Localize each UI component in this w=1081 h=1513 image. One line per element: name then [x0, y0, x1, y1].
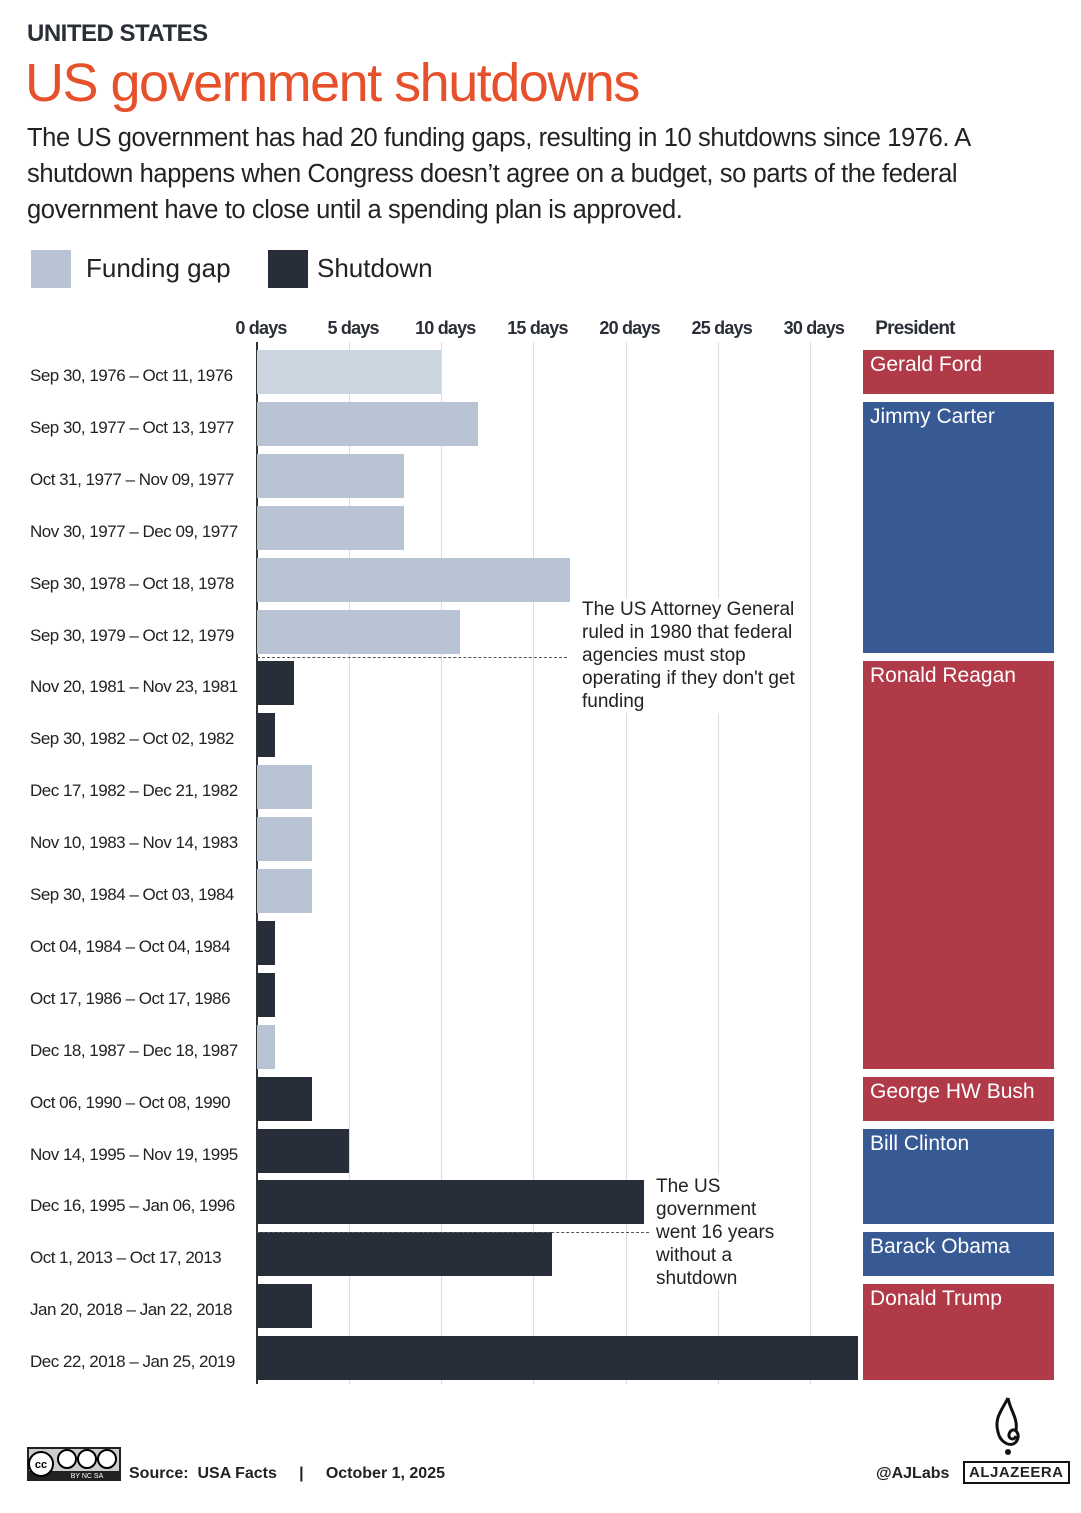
- president-block: George HW Bush: [863, 1076, 1054, 1121]
- row-label: Oct 1, 2013 – Oct 17, 2013: [30, 1248, 222, 1268]
- x-tick-label: 10 days: [415, 318, 476, 338]
- row-label: Dec 16, 1995 – Jan 06, 1996: [30, 1196, 235, 1216]
- row-label: Sep 30, 1976 – Oct 11, 1976: [30, 366, 233, 385]
- president-block: Barack Obama: [863, 1232, 1054, 1277]
- gridline: [349, 342, 351, 1384]
- bar-funding-gap: [257, 350, 442, 394]
- page-title: US government shutdowns: [25, 53, 640, 113]
- row-label: Dec 18, 1987 – Dec 18, 1987: [30, 1040, 238, 1060]
- president-header: President: [875, 318, 955, 339]
- bar-funding-gap: [257, 505, 405, 550]
- x-tick-label: 5 days: [327, 318, 380, 338]
- bar-shutdown: [257, 1076, 313, 1121]
- row-label: Nov 30, 1977 – Dec 09, 1977: [30, 521, 238, 541]
- source-and-date: Source: USA Facts | October 1, 2025: [129, 1465, 445, 1482]
- annotation-dashed-line: [257, 1232, 649, 1233]
- president-block: Donald Trump: [863, 1284, 1054, 1381]
- annotation-text: The US Attorney General ruled in 1980 th…: [582, 598, 797, 713]
- president-block: Jimmy Carter: [863, 401, 1054, 654]
- president-block: Ronald Reagan: [863, 661, 1054, 1069]
- x-tick-label: 20 days: [599, 318, 660, 338]
- bar-funding-gap: [257, 557, 571, 602]
- legend-swatch-funding-gap: [31, 250, 71, 288]
- bar-shutdown: [257, 1232, 552, 1277]
- row-label: Nov 10, 1983 – Nov 14, 1983: [30, 833, 238, 853]
- subtitle: The US government has had 20 funding gap…: [27, 124, 970, 224]
- gridline: [625, 342, 627, 1384]
- row-label: Sep 30, 1979 – Oct 12, 1979: [30, 625, 234, 645]
- kicker: UNITED STATES: [27, 20, 208, 47]
- x-tick-label: 30 days: [783, 318, 845, 338]
- row-label: Oct 31, 1977 – Nov 09, 1977: [30, 469, 234, 489]
- president-block: Bill Clinton: [863, 1128, 1054, 1225]
- handle: @AJLabs: [876, 1465, 950, 1482]
- row-label: Sep 30, 1978 – Oct 18, 1978: [30, 573, 234, 593]
- bar-shutdown: [257, 1180, 645, 1225]
- row-label: Sep 30, 1977 – Oct 13, 1977: [30, 417, 234, 437]
- cc-license-icon: cc BY NC SA: [27, 1447, 121, 1481]
- bar-shutdown: [257, 1128, 350, 1173]
- row-label: Dec 22, 2018 – Jan 25, 2019: [30, 1352, 235, 1372]
- bar-shutdown: [257, 920, 276, 965]
- legend-label-funding-gap: Funding gap: [86, 253, 231, 283]
- bar-shutdown: [257, 661, 294, 706]
- bar-funding-gap: [257, 869, 313, 913]
- row-label: Jan 20, 2018 – Jan 22, 2018: [30, 1300, 233, 1320]
- bar-shutdown: [257, 1336, 858, 1381]
- bar-funding-gap: [257, 401, 479, 446]
- gridline: [809, 342, 811, 1384]
- row-label: Oct 06, 1990 – Oct 08, 1990: [30, 1092, 231, 1112]
- bar-shutdown: [257, 972, 276, 1017]
- row-label: Oct 17, 1986 – Oct 17, 1986: [30, 988, 231, 1008]
- bar-funding-gap: [257, 453, 405, 498]
- row-label: Nov 20, 1981 – Nov 23, 1981: [30, 677, 238, 697]
- gridline: [441, 342, 443, 1384]
- gridline: [717, 342, 719, 1384]
- svg-text:cc: cc: [35, 1459, 47, 1471]
- bar-funding-gap: [257, 817, 313, 862]
- row-label: Dec 17, 1982 – Dec 21, 1982: [30, 781, 238, 801]
- x-tick-label: 25 days: [691, 318, 753, 338]
- bar-shutdown: [257, 1284, 313, 1329]
- bar-funding-gap: [257, 1024, 276, 1069]
- gridline: [533, 342, 535, 1384]
- row-label: Sep 30, 1984 – Oct 03, 1984: [30, 885, 234, 904]
- row-label: Nov 14, 1995 – Nov 19, 1995: [30, 1144, 238, 1164]
- legend-swatch-shutdown: [268, 250, 308, 288]
- bar-funding-gap: [257, 765, 313, 810]
- aljazeera-wordmark: ALJAZEERA: [963, 1461, 1070, 1484]
- bar-funding-gap: [257, 609, 460, 654]
- x-tick-label: 15 days: [507, 318, 568, 338]
- president-block: Gerald Ford: [863, 350, 1054, 394]
- x-axis-line: [256, 342, 258, 1384]
- x-tick-label: 0 days: [235, 318, 287, 338]
- row-label: Oct 04, 1984 – Oct 04, 1984: [30, 936, 231, 956]
- bar-shutdown: [257, 713, 276, 758]
- annotation-dashed-line: [257, 657, 567, 658]
- legend-label-shutdown: Shutdown: [317, 253, 433, 283]
- annotation-text: The US government went 16 years without …: [656, 1175, 791, 1290]
- aljazeera-logo-icon: [995, 1397, 1020, 1455]
- svg-text:BY NC SA: BY NC SA: [71, 1473, 104, 1480]
- row-label: Sep 30, 1982 – Oct 02, 1982: [30, 729, 234, 749]
